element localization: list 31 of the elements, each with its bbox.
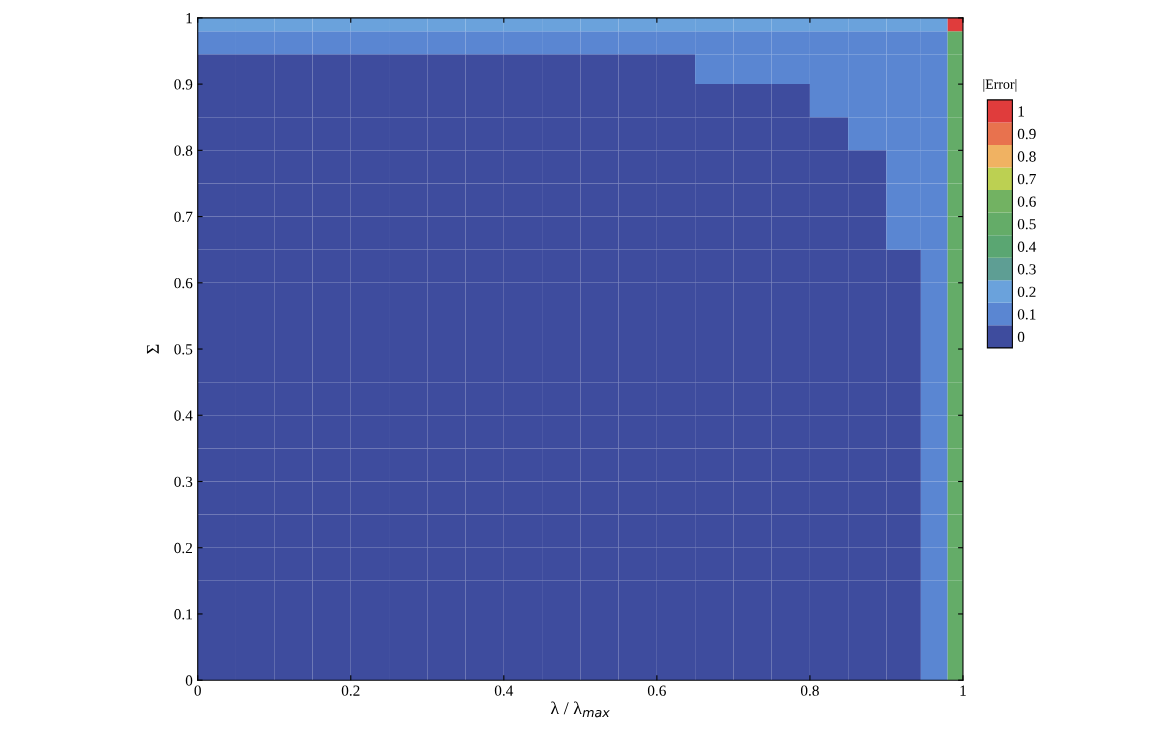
y-tick-label: 0.3 [174, 476, 193, 488]
color-bar-label: 0.6 [1017, 196, 1036, 207]
x-tick-label: 1 [960, 685, 966, 696]
color-bar-label: 0 [1017, 331, 1025, 343]
color-bar-title: |Error| [983, 79, 1017, 92]
x-axis-title: λ / λ$_{max}$ [550, 701, 610, 718]
color-bar-label: 0.1 [1017, 309, 1036, 320]
color-bar-label: 0.9 [1017, 128, 1036, 140]
y-tick-label: 0.7 [174, 211, 193, 223]
y-tick-label: 0.4 [174, 410, 193, 421]
x-tick-label: 0.8 [800, 685, 819, 696]
x-tick-label: 0 [194, 685, 201, 696]
y-tick-label: 0.2 [174, 542, 193, 554]
x-tick-label: 0.4 [494, 685, 514, 696]
x-tick-label: 0.2 [341, 685, 360, 696]
color-bar-label: 0.5 [1017, 219, 1036, 230]
y-axis-title: Σ [146, 344, 159, 354]
y-tick-label: 0.9 [174, 79, 193, 90]
x-tick-label: 0.6 [647, 685, 666, 696]
color-bar-label: 0.4 [1017, 241, 1037, 252]
color-bar-label: 0.7 [1017, 173, 1036, 185]
color-bar-label: 1 [1018, 106, 1024, 117]
color-bar-label: 0.8 [1017, 151, 1036, 162]
y-tick-label: 1 [186, 13, 192, 24]
color-bar-label: 0.3 [1017, 264, 1036, 275]
y-tick-label: 0.8 [174, 145, 193, 156]
y-tick-label: 0.6 [174, 277, 193, 289]
y-tick-label: 0 [185, 675, 193, 686]
y-tick-label: 0.5 [174, 344, 193, 355]
color-bar-label: 0.2 [1017, 286, 1036, 298]
y-tick-label: 0.1 [174, 609, 192, 620]
